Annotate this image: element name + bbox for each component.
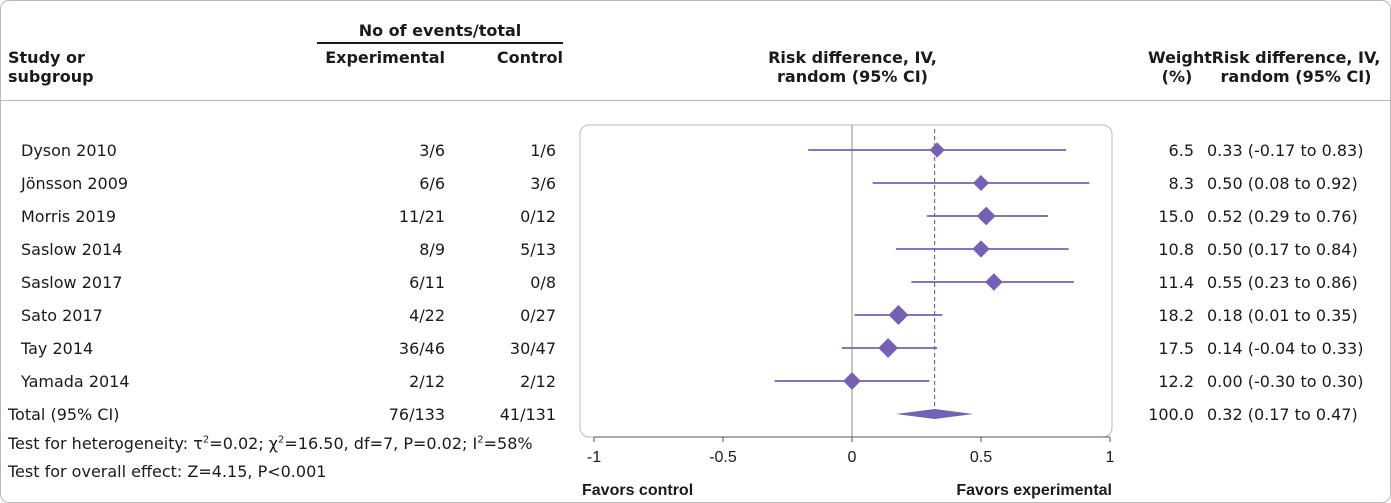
control-count: 30/47	[509, 339, 556, 358]
heterogeneity-test: Test for heterogeneity: τ2=0.02; χ2=16.5…	[8, 434, 533, 453]
weight-value: 11.4	[1158, 273, 1194, 292]
tick-label: -0.5	[709, 449, 737, 466]
events-group-rule	[317, 42, 563, 44]
control-count: 2/12	[520, 372, 556, 391]
study-header-line1: Study or	[8, 48, 85, 67]
events-group-header: No of events/total	[358, 21, 522, 40]
study-name: Saslow 2014	[21, 240, 123, 259]
experimental-count: 11/21	[398, 207, 445, 226]
total-experimental: 76/133	[388, 405, 445, 424]
tick-label: 1	[1106, 449, 1115, 466]
weight-value: 10.8	[1158, 240, 1194, 259]
weight-value: 18.2	[1158, 306, 1194, 325]
estimate-marker	[888, 305, 909, 325]
weight-value: 8.3	[1168, 174, 1194, 193]
total-label: Total (95% CI)	[8, 405, 120, 424]
pooled-diamond	[895, 409, 974, 419]
total-ci-text: 0.32 (0.17 to 0.47)	[1207, 405, 1358, 424]
plot-header-line2: random (95% CI)	[777, 67, 928, 86]
total-weight: 100.0	[1148, 405, 1194, 424]
study-name: Jönsson 2009	[21, 174, 129, 193]
weight-value: 15.0	[1158, 207, 1194, 226]
control-header: Control	[496, 48, 563, 67]
control-count: 0/12	[520, 207, 556, 226]
favors-control-label: Favors control	[582, 482, 693, 499]
experimental-count: 6/11	[409, 273, 445, 292]
ci-text: 0.50 (0.08 to 0.92)	[1207, 174, 1358, 193]
weight-value: 12.2	[1158, 372, 1194, 391]
weight-value: 6.5	[1168, 141, 1194, 160]
study-name: Morris 2019	[21, 207, 117, 226]
weight-header-line1: Weight	[1148, 48, 1212, 67]
estimate-marker	[976, 206, 996, 226]
experimental-count: 4/22	[409, 306, 445, 325]
ci-text: 0.33 (-0.17 to 0.83)	[1207, 141, 1364, 160]
experimental-count: 3/6	[419, 141, 445, 160]
forest-marks	[774, 125, 1090, 437]
ci-text: 0.18 (0.01 to 0.35)	[1207, 306, 1358, 325]
plot-area-frame	[579, 124, 1113, 438]
study-name: Sato 2017	[21, 306, 103, 325]
ci-text: 0.52 (0.29 to 0.76)	[1207, 207, 1358, 226]
overall-effect-test: Test for overall effect: Z=4.15, P<0.001	[8, 462, 327, 481]
favors-experimental-label: Favors experimental	[956, 482, 1112, 499]
study-name: Tay 2014	[21, 339, 94, 358]
control-count: 1/6	[530, 141, 556, 160]
ci-text: 0.00 (-0.30 to 0.30)	[1207, 372, 1364, 391]
control-count: 0/8	[530, 273, 556, 292]
total-control: 41/131	[499, 405, 556, 424]
rd-header-line1: Risk difference, IV,	[1211, 48, 1381, 67]
rd-header-line2: random (95% CI)	[1220, 67, 1372, 86]
weight-value: 17.5	[1158, 339, 1194, 358]
weight-header-line2: (%)	[1161, 67, 1193, 86]
estimate-marker	[972, 240, 990, 258]
estimate-marker	[985, 273, 1003, 291]
estimate-marker	[878, 338, 898, 358]
control-count: 3/6	[530, 174, 556, 193]
ci-text: 0.50 (0.17 to 0.84)	[1207, 240, 1358, 259]
study-header-line2: subgroup	[8, 67, 94, 86]
experimental-count: 2/12	[409, 372, 445, 391]
study-name: Dyson 2010	[21, 141, 117, 160]
control-count: 5/13	[520, 240, 556, 259]
x-axis: -1 -0.5 0 0.5 1	[587, 436, 1115, 466]
tick-label: 0	[848, 449, 857, 466]
estimate-marker	[843, 372, 861, 390]
ci-text: 0.14 (-0.04 to 0.33)	[1207, 339, 1364, 358]
experimental-count: 36/46	[398, 339, 445, 358]
experimental-count: 6/6	[419, 174, 445, 193]
ci-text: 0.55 (0.23 to 0.86)	[1207, 273, 1358, 292]
experimental-count: 8/9	[419, 240, 445, 259]
experimental-header: Experimental	[325, 48, 445, 67]
tick-label: -1	[587, 449, 601, 466]
control-count: 0/27	[520, 306, 556, 325]
study-name: Yamada 2014	[21, 372, 130, 391]
study-name: Saslow 2017	[21, 273, 123, 292]
estimate-marker	[929, 142, 945, 158]
tick-label: 0.5	[970, 449, 992, 466]
header-divider	[0, 100, 1391, 101]
plot-header-line1: Risk difference, IV,	[768, 48, 937, 67]
estimate-marker	[972, 174, 990, 192]
